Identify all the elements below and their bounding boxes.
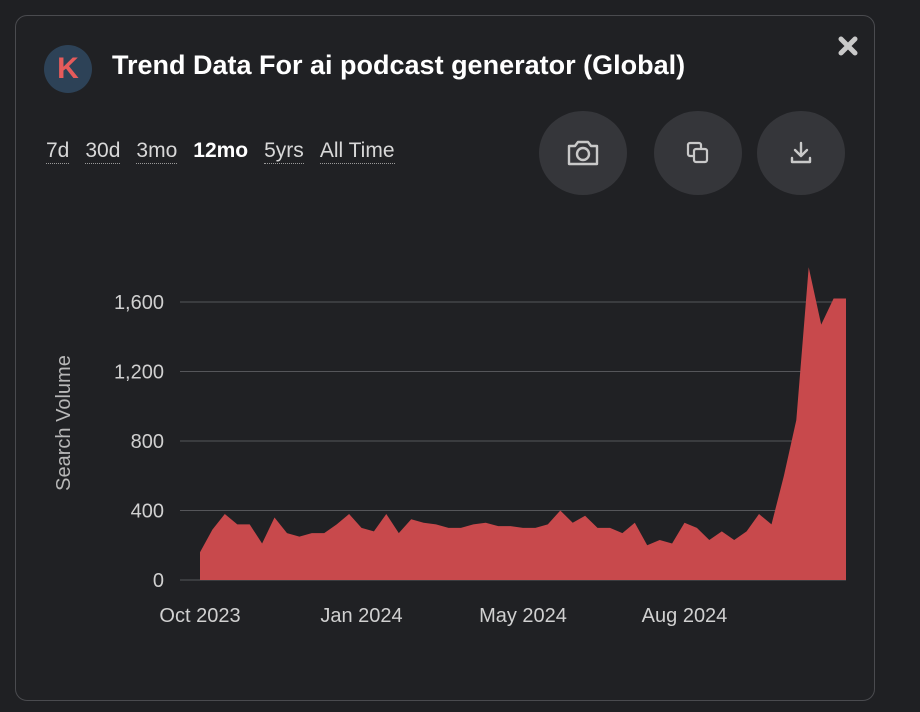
x-tick-label: Oct 2023	[159, 605, 240, 627]
copy-button[interactable]	[654, 111, 742, 195]
range-5yrs[interactable]: 5yrs	[264, 139, 304, 164]
copy-icon	[686, 141, 709, 164]
y-tick-label: 1,200	[114, 362, 164, 384]
time-range-selector: 7d 30d 3mo 12mo 5yrs All Time	[46, 139, 411, 164]
y-tick-label: 400	[131, 501, 164, 523]
screenshot-button[interactable]	[539, 111, 627, 195]
y-tick-label: 800	[131, 431, 164, 453]
download-button[interactable]	[757, 111, 845, 195]
x-tick-label: Jan 2024	[320, 605, 402, 627]
app-logo: K	[44, 45, 92, 93]
download-icon	[790, 141, 812, 164]
range-12mo[interactable]: 12mo	[193, 139, 249, 162]
close-icon	[838, 36, 858, 56]
camera-icon	[567, 140, 599, 166]
close-button[interactable]	[832, 30, 864, 62]
range-30d[interactable]: 30d	[85, 139, 121, 164]
range-7d[interactable]: 7d	[46, 139, 70, 164]
y-axis-title: Search Volume	[53, 355, 75, 491]
range-3mo[interactable]: 3mo	[136, 139, 178, 164]
x-tick-label: Aug 2024	[642, 605, 728, 627]
range-all-time[interactable]: All Time	[319, 139, 395, 164]
search-volume-area	[200, 267, 846, 580]
logo-letter: K	[57, 52, 79, 85]
panel-title: Trend Data For ai podcast generator (Glo…	[112, 50, 686, 80]
y-tick-label: 1,600	[114, 292, 164, 314]
x-tick-label: May 2024	[479, 605, 567, 627]
y-tick-label: 0	[153, 570, 164, 592]
